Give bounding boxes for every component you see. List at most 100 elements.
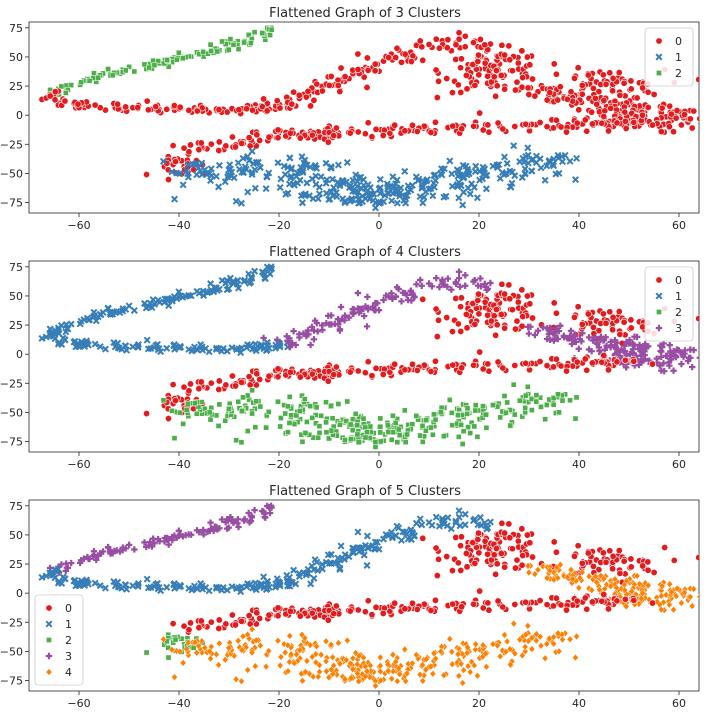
- data-point-cluster-3: [363, 323, 371, 330]
- data-point-cluster-4: [534, 565, 542, 574]
- data-point-cluster-0: [601, 107, 609, 115]
- data-point-cluster-4: [510, 619, 518, 628]
- data-point-cluster-4: [412, 651, 420, 659]
- data-point-cluster-4: [248, 625, 256, 634]
- data-point-cluster-0: [245, 612, 253, 620]
- data-point-cluster-0: [302, 93, 310, 101]
- data-point-cluster-2: [86, 77, 93, 84]
- data-point-cluster-1: [249, 345, 257, 353]
- data-point-cluster-3: [62, 567, 70, 575]
- legend-box: [34, 594, 84, 686]
- data-point-cluster-3: [524, 323, 532, 331]
- data-point-cluster-0: [432, 35, 440, 43]
- data-point-cluster-3: [380, 296, 387, 304]
- data-point-cluster-3: [222, 518, 229, 526]
- data-point-cluster-0: [391, 360, 399, 368]
- data-point-cluster-0: [427, 367, 435, 375]
- data-point-cluster-2: [377, 429, 384, 436]
- data-point-cluster-0: [484, 360, 492, 368]
- legend-label: 1: [65, 618, 72, 631]
- data-point-cluster-3: [207, 525, 215, 533]
- data-point-cluster-4: [489, 640, 497, 648]
- data-point-cluster-4: [543, 640, 551, 648]
- data-point-cluster-1: [308, 175, 316, 183]
- data-point-cluster-4: [296, 646, 304, 654]
- data-point-cluster-4: [314, 672, 322, 681]
- data-point-cluster-0: [609, 74, 617, 82]
- data-point-cluster-0: [501, 51, 509, 59]
- data-point-cluster-4: [308, 653, 316, 661]
- data-point-cluster-0: [308, 131, 316, 139]
- data-point-cluster-2: [429, 431, 436, 438]
- data-point-cluster-0: [670, 128, 678, 136]
- data-point-cluster-3: [313, 319, 321, 327]
- data-point-cluster-1: [532, 152, 540, 160]
- y-tick-label: 75: [9, 22, 23, 35]
- y-tick-label: −75: [0, 197, 23, 210]
- data-point-cluster-1: [446, 157, 454, 165]
- data-point-cluster-0: [621, 117, 629, 125]
- data-point-cluster-0: [476, 35, 484, 43]
- data-point-cluster-0: [346, 368, 354, 376]
- data-point-cluster-4: [396, 670, 403, 678]
- data-point-cluster-0: [475, 549, 483, 557]
- y-tick-label: −25: [0, 138, 23, 151]
- data-point-cluster-1: [573, 154, 581, 162]
- data-point-cluster-2: [533, 392, 540, 398]
- data-point-cluster-0: [549, 363, 557, 371]
- data-point-cluster-4: [528, 634, 535, 642]
- data-point-cluster-4: [389, 650, 397, 659]
- data-point-cluster-0: [288, 100, 296, 108]
- data-point-cluster-0: [604, 605, 612, 613]
- data-point-cluster-1: [307, 580, 315, 588]
- data-point-cluster-4: [422, 665, 430, 674]
- data-point-cluster-1: [262, 185, 270, 193]
- data-point-cluster-3: [470, 278, 477, 285]
- legend-label: 0: [675, 274, 682, 287]
- y-tick-label: 50: [9, 51, 23, 64]
- data-point-cluster-4: [472, 640, 480, 648]
- data-point-cluster-1: [207, 286, 215, 294]
- data-point-cluster-1: [163, 295, 171, 303]
- data-point-cluster-0: [578, 90, 586, 98]
- data-point-cluster-0: [215, 616, 223, 624]
- data-point-cluster-1: [418, 521, 426, 529]
- data-point-cluster-0: [443, 44, 451, 52]
- y-tick-label: 75: [9, 500, 23, 513]
- data-point-cluster-0: [557, 601, 565, 609]
- data-point-cluster-3: [409, 291, 417, 299]
- data-point-cluster-0: [570, 552, 578, 560]
- data-point-cluster-0: [228, 133, 236, 141]
- data-point-cluster-0: [419, 534, 427, 542]
- data-point-cluster-4: [521, 643, 529, 651]
- data-point-cluster-0: [563, 128, 571, 136]
- x-tick-label: −60: [67, 458, 90, 471]
- data-point-cluster-4: [354, 669, 361, 678]
- data-point-cluster-1: [407, 536, 415, 544]
- data-point-cluster-2: [392, 419, 399, 426]
- data-point-cluster-0: [583, 127, 591, 135]
- data-point-cluster-0: [563, 95, 571, 103]
- data-point-cluster-3: [328, 312, 335, 319]
- data-point-cluster-4: [637, 594, 645, 603]
- data-point-cluster-0: [513, 317, 521, 325]
- data-point-cluster-0: [187, 619, 195, 627]
- data-point-cluster-1: [401, 167, 409, 175]
- data-point-cluster-4: [458, 650, 466, 658]
- data-point-cluster-4: [198, 637, 206, 645]
- data-point-cluster-0: [584, 71, 592, 79]
- data-point-cluster-4: [501, 631, 508, 639]
- data-point-cluster-0: [536, 358, 544, 366]
- data-point-cluster-3: [371, 306, 379, 314]
- data-point-cluster-0: [197, 378, 205, 386]
- data-point-cluster-2: [472, 407, 479, 414]
- data-point-cluster-4: [284, 641, 292, 650]
- data-point-cluster-4: [347, 674, 355, 682]
- data-point-cluster-1: [130, 306, 138, 314]
- data-point-cluster-1: [325, 559, 333, 567]
- data-point-cluster-0: [372, 364, 380, 372]
- data-point-cluster-0: [364, 358, 372, 366]
- data-point-cluster-0: [518, 286, 526, 294]
- data-point-cluster-0: [492, 67, 500, 75]
- data-point-cluster-0: [457, 64, 465, 72]
